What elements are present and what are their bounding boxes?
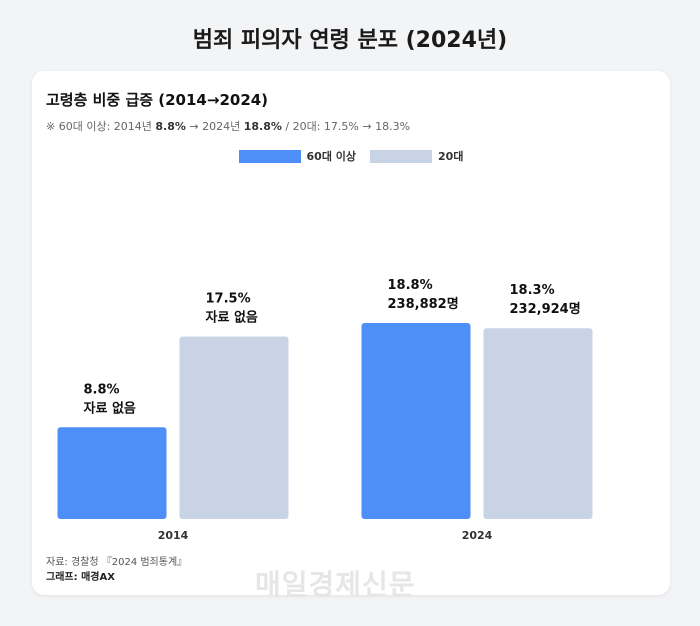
note-mid: → 2024년	[185, 120, 244, 133]
data-label-senior-2014: 8.8%	[84, 382, 120, 397]
x-tick-label-2014: 2014	[158, 529, 189, 542]
bar-senior-2014	[57, 427, 167, 519]
chart-card: 고령층 비중 급증 (2014→2024) ※ 60대 이상: 2014년 8.…	[32, 71, 670, 601]
data-sublabel-senior-2014: 자료 없음	[84, 400, 136, 416]
graph-credit: 그래프: 매경AX	[46, 572, 115, 583]
bar-chart: 8.8% 자료 없음 17.5% 자료 없음 2014 18.8% 238,882명 18.3…	[57, 278, 593, 542]
data-label-senior-2024: 18.8%	[388, 278, 433, 293]
note-prefix: ※ 60대 이상: 2014년	[46, 120, 156, 133]
chart-note: ※ 60대 이상: 2014년 8.8% → 2024년 18.8% / 20대…	[46, 118, 410, 134]
bar-senior-2024	[361, 323, 471, 519]
data-label-twenties-2024: 18.3%	[510, 283, 555, 298]
bar-twenties-2024	[483, 328, 593, 519]
x-tick-label-2024: 2024	[462, 529, 493, 542]
legend-swatch-senior	[238, 149, 301, 163]
data-sublabel-senior-2024: 238,882명	[388, 296, 459, 312]
page-title: 범죄 피의자 연령 분포 (2024년)	[192, 28, 508, 53]
source-note: 자료: 경찰청 『2024 범죄통계』	[46, 557, 188, 568]
legend-label-twenties: 20대	[438, 150, 464, 163]
legend-item-twenties: 20대	[370, 148, 463, 164]
bar-twenties-2014	[179, 336, 289, 519]
chart-subtitle: 고령층 비중 급증 (2014→2024)	[46, 91, 269, 109]
note-suffix: / 20대: 17.5% → 18.3%	[281, 120, 411, 133]
legend-label-senior: 60대 이상	[306, 150, 357, 163]
legend-item-senior: 60대 이상	[238, 148, 357, 164]
note-value-2024: 18.8%	[243, 120, 282, 133]
data-sublabel-twenties-2014: 자료 없음	[206, 310, 258, 326]
watermark-logo: 매일경제신문	[255, 568, 416, 601]
data-sublabel-twenties-2024: 232,924명	[510, 301, 581, 317]
legend-swatch-twenties	[370, 149, 433, 163]
data-label-twenties-2014: 17.5%	[206, 292, 251, 307]
note-value-2014: 8.8%	[155, 120, 186, 133]
chart-legend: 60대 이상 20대	[32, 148, 670, 164]
